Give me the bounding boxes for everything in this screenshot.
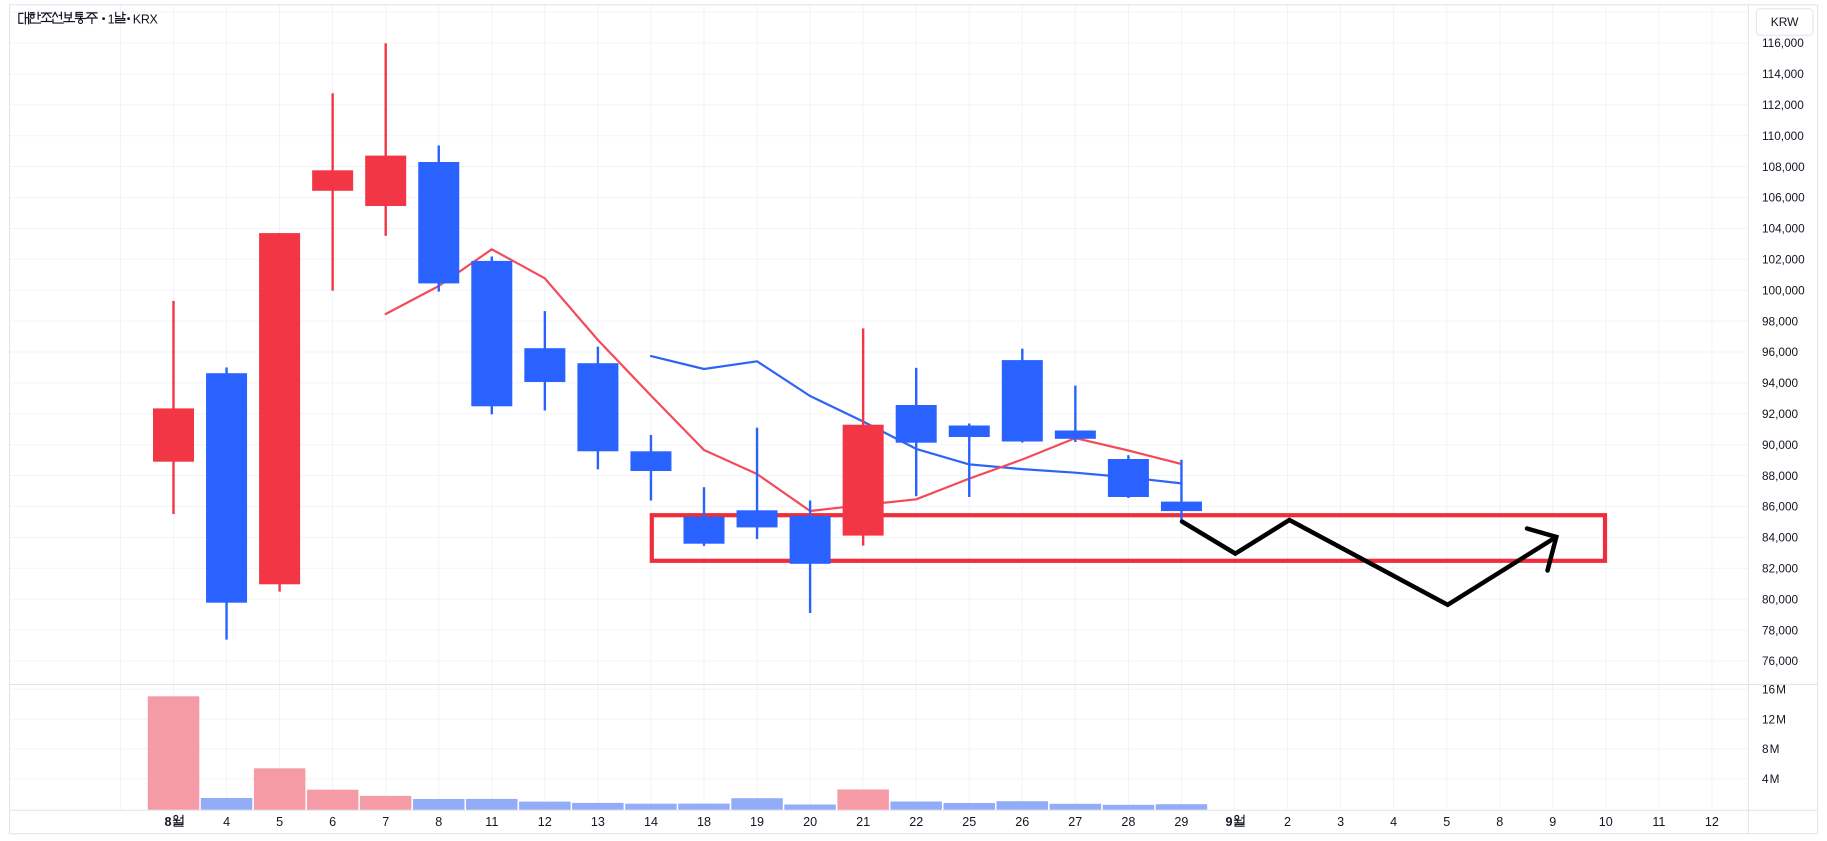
svg-text:92,000: 92,000 <box>1762 407 1799 421</box>
svg-text:5: 5 <box>1443 815 1450 829</box>
svg-text:14: 14 <box>644 815 658 829</box>
svg-text:100,000: 100,000 <box>1762 283 1805 297</box>
svg-text:10: 10 <box>1599 815 1613 829</box>
svg-text:4M: 4M <box>1762 772 1779 786</box>
svg-text:5: 5 <box>276 815 283 829</box>
svg-text:4: 4 <box>1390 815 1397 829</box>
svg-text:102,000: 102,000 <box>1762 253 1805 267</box>
svg-text:96,000: 96,000 <box>1762 345 1799 359</box>
svg-text:9: 9 <box>1225 815 1232 829</box>
svg-text:22: 22 <box>909 815 923 829</box>
svg-text:12M: 12M <box>1762 712 1786 726</box>
svg-text:11: 11 <box>1652 815 1665 829</box>
svg-text:8: 8 <box>164 815 171 829</box>
svg-text:7: 7 <box>382 815 389 829</box>
svg-text:4: 4 <box>223 815 230 829</box>
svg-text:KRX: KRX <box>133 13 159 27</box>
svg-text:94,000: 94,000 <box>1762 376 1799 390</box>
svg-text:8: 8 <box>435 815 442 829</box>
svg-text:9: 9 <box>1549 815 1556 829</box>
svg-text:18: 18 <box>697 815 711 829</box>
svg-text:20: 20 <box>803 815 817 829</box>
svg-text:8: 8 <box>1496 815 1503 829</box>
svg-text:11: 11 <box>485 815 498 829</box>
svg-text:106,000: 106,000 <box>1762 191 1805 205</box>
svg-text:19: 19 <box>750 815 764 829</box>
svg-text:112,000: 112,000 <box>1762 98 1804 112</box>
svg-text:12: 12 <box>1705 815 1719 829</box>
svg-text:78,000: 78,000 <box>1762 623 1799 637</box>
svg-text:3: 3 <box>1337 815 1344 829</box>
svg-text:98,000: 98,000 <box>1762 314 1799 328</box>
svg-text:6: 6 <box>329 815 336 829</box>
svg-text:2: 2 <box>1284 815 1291 829</box>
svg-text:27: 27 <box>1068 815 1082 829</box>
svg-text:25: 25 <box>962 815 976 829</box>
svg-text:12: 12 <box>538 815 552 829</box>
svg-text:90,000: 90,000 <box>1762 438 1799 452</box>
svg-text:116,000: 116,000 <box>1762 36 1804 50</box>
svg-text:29: 29 <box>1174 815 1188 829</box>
svg-text:88,000: 88,000 <box>1762 469 1799 483</box>
svg-text:82,000: 82,000 <box>1762 562 1799 576</box>
svg-text:16M: 16M <box>1762 683 1786 697</box>
svg-text:114,000: 114,000 <box>1762 67 1804 81</box>
svg-text:76,000: 76,000 <box>1762 654 1799 668</box>
svg-text:1: 1 <box>108 13 115 27</box>
svg-text:84,000: 84,000 <box>1762 531 1799 545</box>
svg-text:26: 26 <box>1015 815 1029 829</box>
svg-text:13: 13 <box>591 815 605 829</box>
svg-text:110,000: 110,000 <box>1762 129 1804 143</box>
svg-text:28: 28 <box>1121 815 1135 829</box>
svg-text:KRW: KRW <box>1771 15 1799 29</box>
svg-text:21: 21 <box>856 815 870 829</box>
svg-text:86,000: 86,000 <box>1762 500 1799 514</box>
svg-text:8M: 8M <box>1762 742 1779 756</box>
svg-text:104,000: 104,000 <box>1762 222 1805 236</box>
svg-text:80,000: 80,000 <box>1762 592 1799 606</box>
svg-text:108,000: 108,000 <box>1762 160 1805 174</box>
